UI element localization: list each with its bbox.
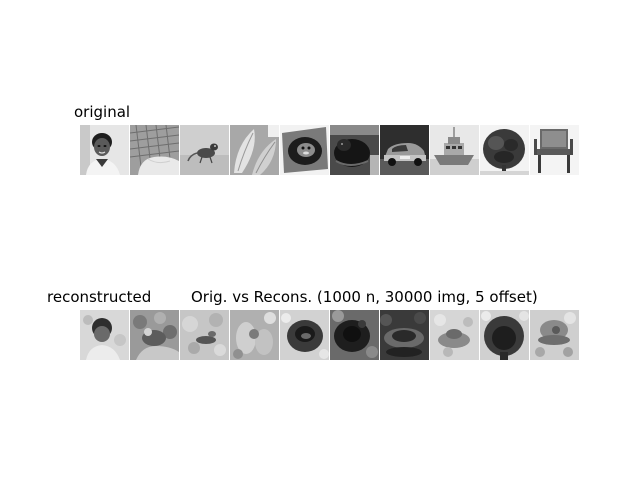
figure-title: Orig. vs Recons. (1000 n, 30000 img, 5 o…	[191, 288, 538, 306]
reconstructed-image-small-animal	[180, 310, 229, 360]
original-image-person-portrait	[80, 125, 129, 175]
original-image-animal-in-bowl	[280, 125, 329, 175]
reconstructed-image-tree	[480, 310, 529, 360]
reconstructed-image-leaves	[230, 310, 279, 360]
reconstructed-image-hand-on-keyboard	[130, 310, 179, 360]
reconstructed-image-strip	[80, 310, 579, 360]
original-image-dark-animal	[330, 125, 379, 175]
original-image-boat	[430, 125, 479, 175]
reconstructed-image-dark-animal	[330, 310, 379, 360]
original-image-leaves	[230, 125, 279, 175]
original-image-car	[380, 125, 429, 175]
reconstructed-image-car	[380, 310, 429, 360]
reconstructed-image-boat	[430, 310, 479, 360]
reconstructed-image-chair	[530, 310, 579, 360]
reconstructed-label: reconstructed	[47, 288, 152, 306]
original-image-tree	[480, 125, 529, 175]
reconstructed-image-person-portrait	[80, 310, 129, 360]
original-image-strip	[80, 125, 579, 175]
original-image-hand-on-keyboard	[130, 125, 179, 175]
reconstructed-image-animal-in-bowl	[280, 310, 329, 360]
original-image-chair	[530, 125, 579, 175]
original-image-small-animal	[180, 125, 229, 175]
original-label: original	[74, 103, 131, 121]
